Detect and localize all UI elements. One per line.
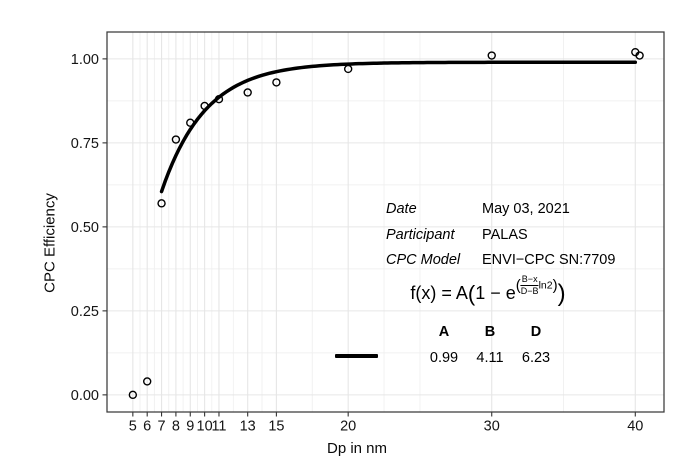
x-tick-label: 20 (340, 419, 356, 435)
exponent-ln2: ln2 (538, 279, 553, 292)
date-value: May 03, 2021 (482, 201, 570, 217)
fraction-denominator: D−B (520, 285, 539, 296)
participant-value: PALAS (482, 226, 528, 243)
data-point (171, 135, 181, 144)
param-d-value: 6.23 (521, 350, 551, 366)
fraction-numerator: B−x (520, 274, 539, 286)
exponent-close-paren: ) (552, 276, 558, 294)
fit-table-header-row: A B D (421, 324, 559, 340)
cpc-model-label: CPC Model (386, 252, 461, 268)
data-point (243, 88, 252, 97)
x-tick-label: 40 (627, 419, 643, 435)
param-b-header: B (484, 324, 496, 340)
data-point (635, 51, 644, 60)
fit-formula: f(x) = A(1 − e(B−x D−B ln2)) (410, 274, 566, 308)
formula-close-paren: ) (557, 280, 566, 307)
x-tick-label: 9 (186, 419, 194, 435)
y-tick-label: 1.00 (71, 52, 99, 68)
data-point (343, 64, 353, 74)
formula-prefix: f(x) = A (410, 283, 468, 303)
x-tick-label: 7 (158, 419, 166, 435)
param-a-header: A (438, 324, 450, 340)
annotation-row-participant: Participant PALAS (386, 226, 615, 243)
y-tick-label: 0.50 (71, 220, 99, 236)
data-point (487, 51, 496, 60)
x-tick-label: 6 (143, 419, 151, 435)
y-tick-label: 0.00 (71, 388, 99, 404)
formula-exponent: (B−x D−B ln2) (516, 274, 558, 296)
x-tick-label: 11 (211, 419, 226, 435)
cpc-model-value: ENVI−CPC SN:7709 (482, 252, 616, 268)
data-point (142, 377, 152, 386)
param-a-value: 0.99 (429, 350, 459, 366)
fit-curve (159, 60, 638, 194)
formula-open-paren: ( (467, 281, 476, 306)
x-tick-label: 15 (268, 419, 284, 435)
fit-table-value-row: 0.99 4.11 6.23 (421, 350, 559, 366)
date-label: Date (386, 201, 417, 217)
annotation-row-date: Date May 03, 2021 (386, 202, 615, 217)
data-point (186, 118, 195, 127)
data-point (200, 101, 209, 111)
x-axis-title: Dp in nm (326, 440, 388, 457)
y-tick-label: 0.75 (71, 136, 99, 152)
participant-label: Participant (386, 226, 455, 243)
data-point (128, 390, 138, 400)
param-d-header: D (530, 324, 542, 340)
annotation-block: Date May 03, 2021 Participant PALAS CPC … (386, 202, 615, 279)
x-tick-label: 5 (129, 419, 137, 435)
panel-border (106, 31, 665, 413)
annotation-row-cpc-model: CPC Model ENVI−CPC SN:7709 (386, 253, 615, 268)
formula-body: 1 − e (475, 283, 516, 303)
x-tick-label: 30 (484, 419, 500, 435)
param-b-value: 4.11 (476, 350, 504, 366)
x-tick-label: 10 (197, 419, 213, 435)
formula-fraction: B−x D−B (520, 274, 539, 296)
data-point (157, 199, 166, 208)
data-point (214, 94, 224, 104)
y-tick-label: 0.25 (71, 304, 99, 320)
y-axis-title: CPC Efficiency (41, 193, 59, 293)
data-point (272, 78, 281, 87)
exponent-open-paren: ( (515, 276, 521, 294)
legend-key-line (335, 354, 378, 359)
fit-parameter-table: A B D 0.99 4.11 6.23 (421, 324, 559, 366)
x-tick-label: 13 (240, 419, 256, 435)
x-tick-label: 8 (172, 419, 180, 435)
